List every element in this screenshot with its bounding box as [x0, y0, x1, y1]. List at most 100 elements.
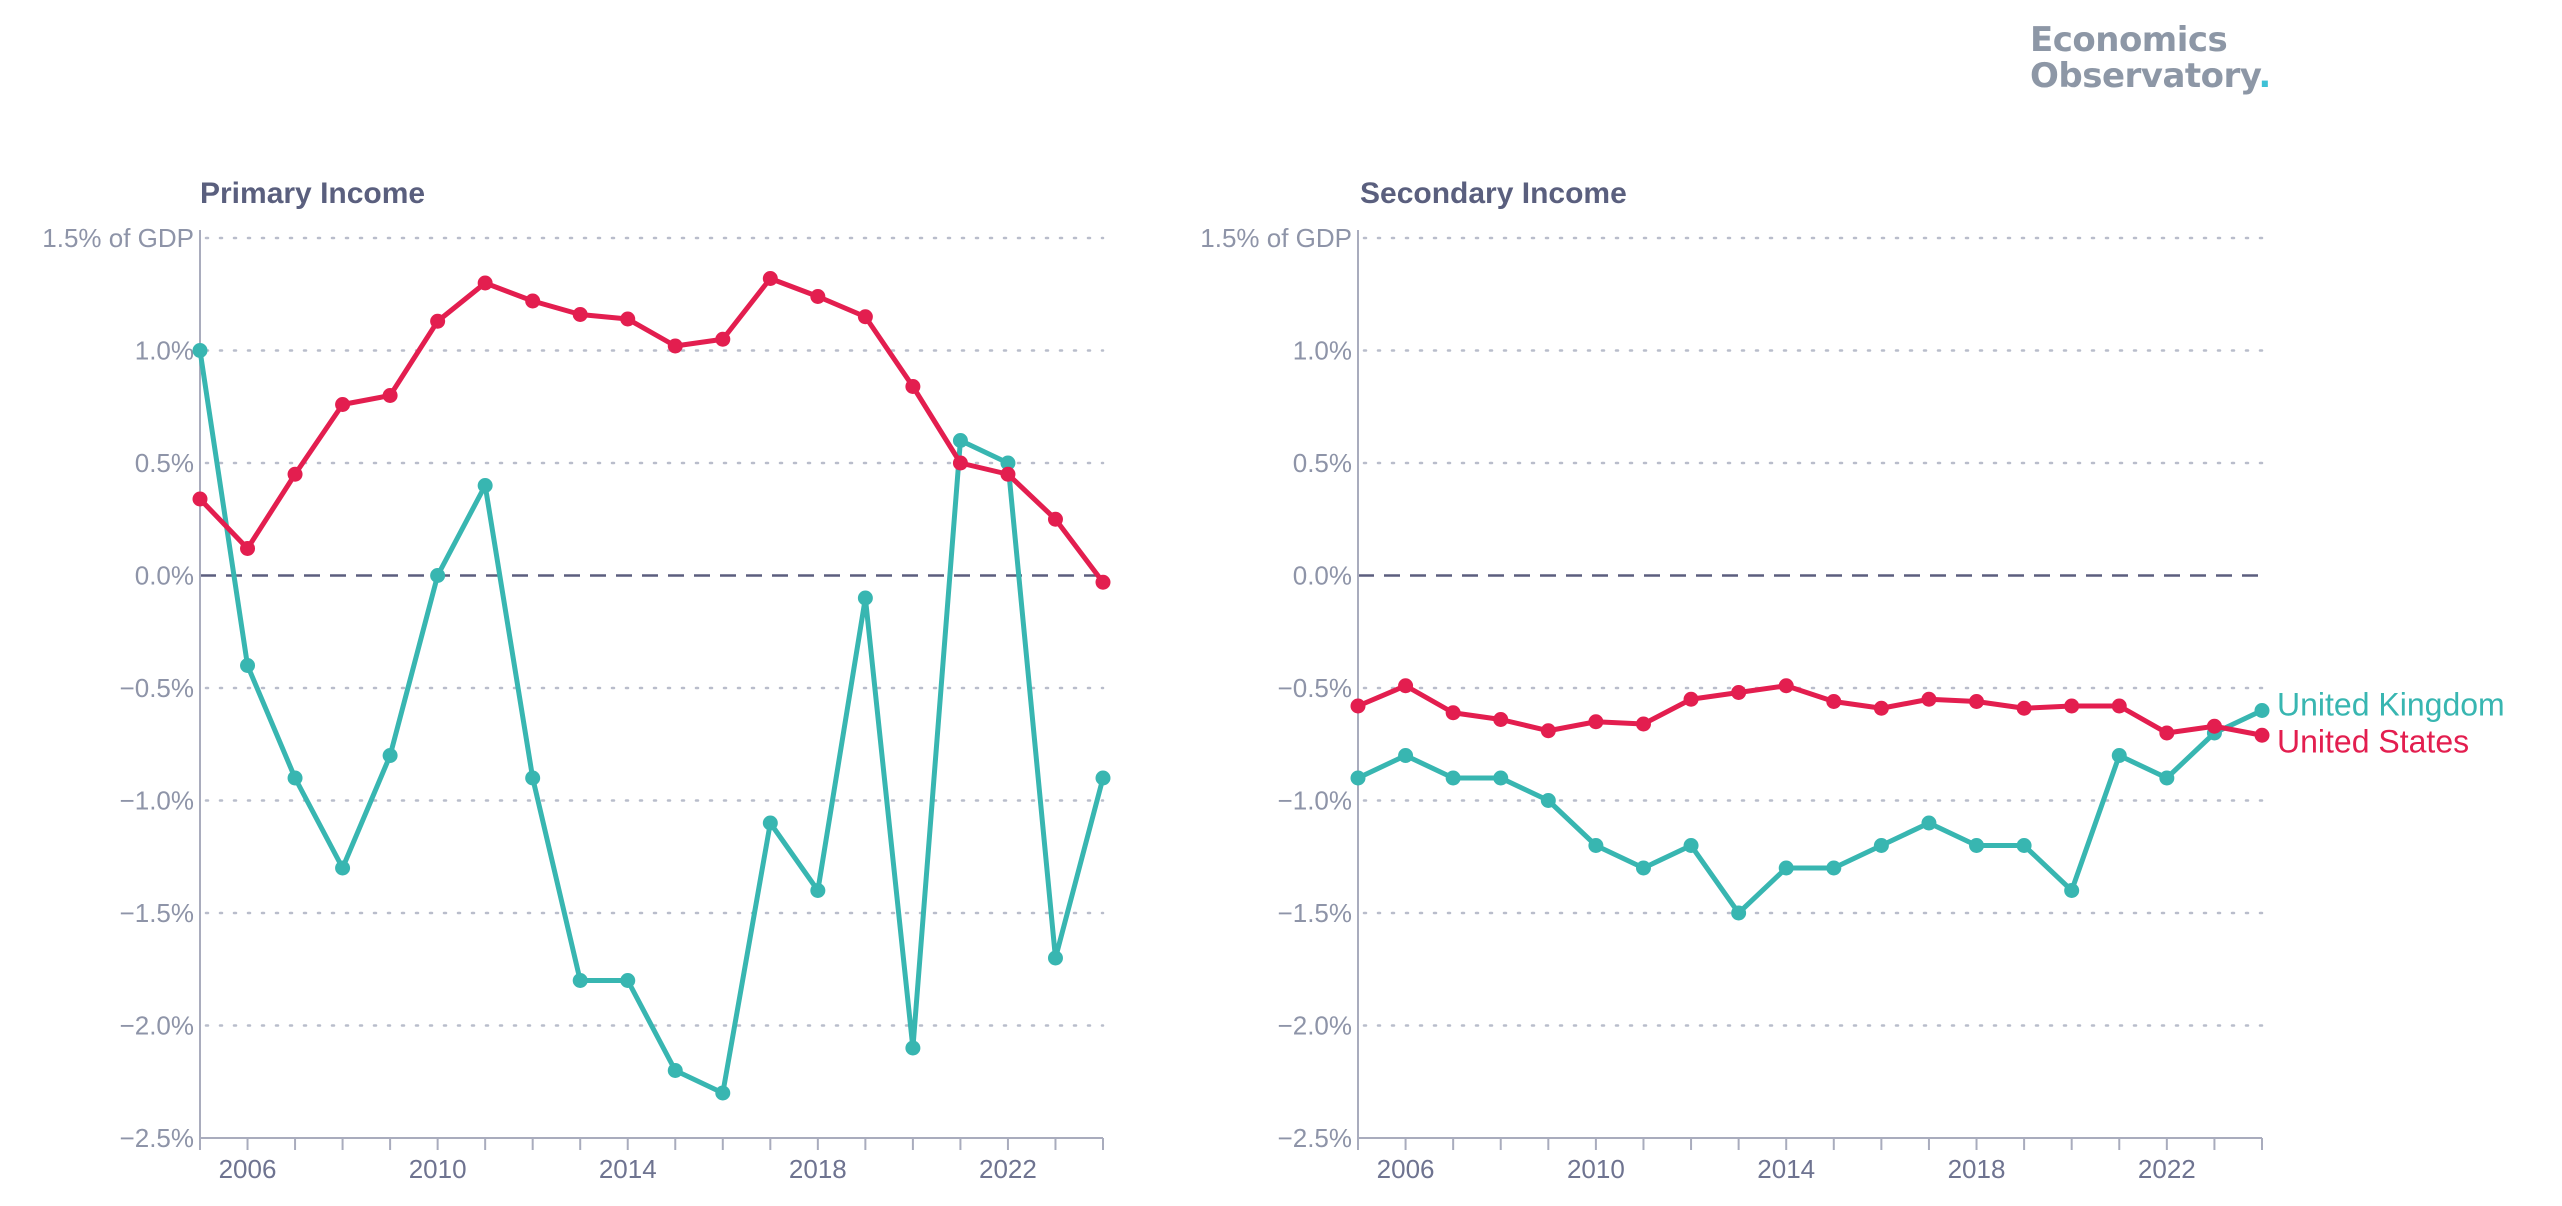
data-point: [857, 590, 873, 606]
data-point: [857, 309, 873, 325]
data-point: [1540, 723, 1556, 739]
data-point: [1921, 815, 1937, 831]
data-point: [2064, 883, 2080, 898]
x-tick-label: 2006: [219, 1154, 277, 1184]
x-tick-label: 2006: [1377, 1154, 1435, 1184]
data-point: [1047, 950, 1063, 966]
x-tick-label: 2018: [1948, 1154, 2006, 1184]
x-tick-label: 2018: [789, 1154, 847, 1184]
data-point: [1731, 905, 1747, 921]
data-point: [1826, 694, 1842, 709]
data-point: [430, 313, 446, 329]
series-uk: United Kingdom: [1350, 687, 2505, 921]
data-point: [1683, 691, 1699, 707]
data-point: [620, 973, 636, 988]
y-tick-label: 0.0%: [1293, 561, 1352, 591]
data-point: [762, 815, 778, 831]
data-point: [1826, 860, 1842, 876]
y-tick-label: 0.5%: [1293, 448, 1352, 478]
y-tick-label: −2.0%: [120, 1011, 194, 1041]
chart-title: Secondary Income: [1360, 177, 1627, 210]
series-uk: [192, 343, 1111, 1101]
data-point: [1540, 793, 1556, 808]
data-point: [810, 883, 826, 898]
x-tick-label: 2014: [1757, 1154, 1815, 1184]
data-point: [1921, 691, 1937, 707]
data-point: [905, 379, 921, 394]
data-point: [952, 455, 968, 471]
series-line: [197, 276, 1106, 585]
data-point: [715, 331, 731, 347]
y-tick-label: 1.5% of GDP: [42, 223, 194, 253]
series-label: United States: [2277, 723, 2469, 759]
y-tick-label: −2.0%: [1278, 1011, 1352, 1041]
logo-line-2: Observatory.: [2030, 56, 2271, 96]
x-tick-label: 2014: [599, 1154, 657, 1184]
y-tick-label: −2.5%: [1278, 1123, 1352, 1153]
data-point: [1398, 748, 1414, 763]
series-line: [197, 348, 1106, 1096]
data-point: [240, 658, 256, 673]
y-tick-label: −1.0%: [1278, 786, 1352, 816]
data-point: [1969, 838, 1985, 853]
data-point: [952, 433, 968, 448]
data-point: [1095, 574, 1111, 590]
y-tick-label: 0.5%: [135, 448, 194, 478]
data-point: [335, 397, 351, 412]
series-line: [1355, 708, 2265, 916]
data-point: [335, 860, 351, 876]
y-tick-label: −2.5%: [120, 1123, 194, 1153]
data-point: [192, 491, 208, 507]
data-point: [1350, 770, 1366, 786]
data-point: [1350, 698, 1366, 714]
data-point: [1873, 700, 1889, 716]
data-point: [1778, 860, 1794, 876]
data-point: [240, 541, 256, 556]
data-point: [525, 293, 541, 309]
data-point: [1493, 712, 1509, 727]
secondary-income-panel: Secondary Income 1.5% of GDP 1.0% 0.5% 0.0%…: [1200, 177, 2504, 1184]
data-point: [2159, 770, 2175, 786]
data-point: [382, 388, 398, 403]
data-point: [525, 770, 541, 786]
data-point: [667, 1063, 683, 1078]
data-point: [382, 748, 398, 763]
data-point: [1588, 714, 1604, 730]
data-point: [1493, 770, 1509, 786]
data-point: [1683, 838, 1699, 853]
y-tick-label: −1.5%: [120, 898, 194, 928]
data-point: [1095, 770, 1111, 786]
data-point: [1969, 694, 1985, 709]
data-point: [1445, 705, 1461, 721]
primary-income-panel: Primary Income 1.5% of GDP 1.0% 0.5% 0.0% −0…: [42, 177, 1111, 1184]
y-tick-label: 1.5% of GDP: [1200, 223, 1352, 253]
data-point: [287, 466, 303, 482]
series-us: United States: [1350, 678, 2469, 759]
data-point: [1445, 770, 1461, 786]
data-point: [1873, 838, 1889, 853]
logo-line-1: Economics: [2030, 20, 2228, 60]
data-point: [477, 275, 493, 291]
y-tick-label: −1.5%: [1278, 898, 1352, 928]
data-point: [1588, 838, 1604, 853]
y-tick-label: −0.5%: [1278, 673, 1352, 703]
data-point: [1000, 466, 1016, 482]
y-tick-label: 1.0%: [135, 336, 194, 366]
data-point: [762, 271, 778, 286]
economics-observatory-logo: Economics Observatory.: [2030, 22, 2271, 94]
x-tick-label: 2010: [1567, 1154, 1625, 1184]
data-point: [1398, 678, 1414, 694]
data-point: [1635, 860, 1651, 876]
data-point: [667, 338, 683, 354]
data-point: [715, 1085, 731, 1101]
data-point: [430, 568, 446, 583]
data-point: [1778, 678, 1794, 694]
data-point: [2254, 703, 2270, 718]
data-point: [2206, 718, 2222, 734]
data-point: [1000, 455, 1016, 471]
data-point: [2064, 698, 2080, 714]
data-point: [2159, 725, 2175, 741]
data-point: [1731, 685, 1747, 700]
y-tick-label: 0.0%: [135, 561, 194, 591]
